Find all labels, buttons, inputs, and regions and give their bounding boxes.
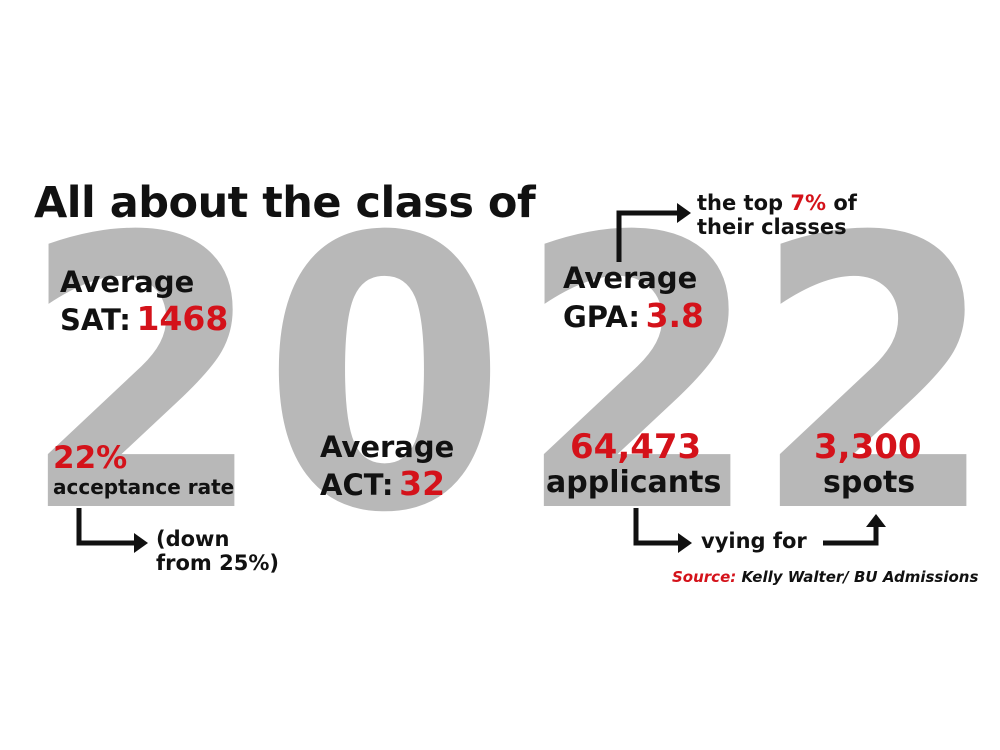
applicants-arrowhead (678, 533, 692, 553)
gpa-label: Average (563, 261, 698, 295)
sat-value: 1468 (136, 299, 229, 338)
gpa-note-arrow (616, 210, 680, 262)
gpa-arrowhead (677, 203, 691, 223)
applicants-label: applicants (546, 465, 722, 500)
spots-value: 3,300 (814, 427, 922, 467)
page-title: All about the class of (34, 178, 536, 228)
acceptance-arrowhead (134, 533, 148, 553)
gpa-note-pre: the top (697, 191, 784, 215)
applicants-arrow (633, 508, 680, 546)
acceptance-note-line2: from 25%) (156, 550, 279, 575)
acceptance-value: 22% (53, 440, 128, 476)
gpa-note-line1: the top 7% of (697, 191, 857, 216)
sat-label: Average (60, 265, 195, 299)
big-digit-0: 0 (262, 159, 507, 595)
gpa-note-line2: their classes (697, 214, 847, 239)
source-text: Kelly Walter/ BU Admissions (741, 568, 979, 586)
gpa-line: GPA: 3.8 (563, 299, 704, 332)
source-label: Source: (672, 568, 737, 586)
acceptance-note-line1: (down (156, 527, 230, 551)
gpa-note: the top 7% of their classes (697, 191, 857, 239)
sat-line: SAT: 1468 (60, 302, 228, 335)
sat-key: SAT: (60, 303, 131, 337)
applicants-value: 64,473 (570, 427, 702, 467)
big-digit-2-first: 2 (20, 159, 265, 595)
gpa-note-post: of (833, 191, 857, 215)
gpa-note-value: 7% (790, 191, 827, 215)
acceptance-note: (down from 25%) (156, 527, 279, 575)
spots-label: spots (823, 465, 916, 500)
gpa-value: 3.8 (645, 296, 705, 335)
act-label: Average (320, 430, 455, 464)
acceptance-label: acceptance rate (53, 475, 235, 499)
acceptance-note-arrow (76, 508, 138, 546)
act-line: ACT: 32 (320, 467, 445, 500)
source-line: Source: Kelly Walter/ BU Admissions (672, 568, 978, 586)
spots-arrowhead (866, 514, 886, 527)
vying-for-text: vying for (701, 529, 807, 553)
gpa-key: GPA: (563, 300, 640, 334)
act-key: ACT: (320, 468, 394, 502)
spots-arrow (823, 524, 879, 546)
act-value: 32 (399, 464, 446, 503)
